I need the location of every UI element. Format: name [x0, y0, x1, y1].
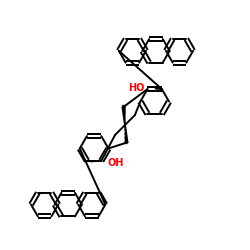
- Text: OH: OH: [108, 158, 124, 168]
- Text: HO: HO: [128, 83, 144, 93]
- Polygon shape: [122, 105, 125, 125]
